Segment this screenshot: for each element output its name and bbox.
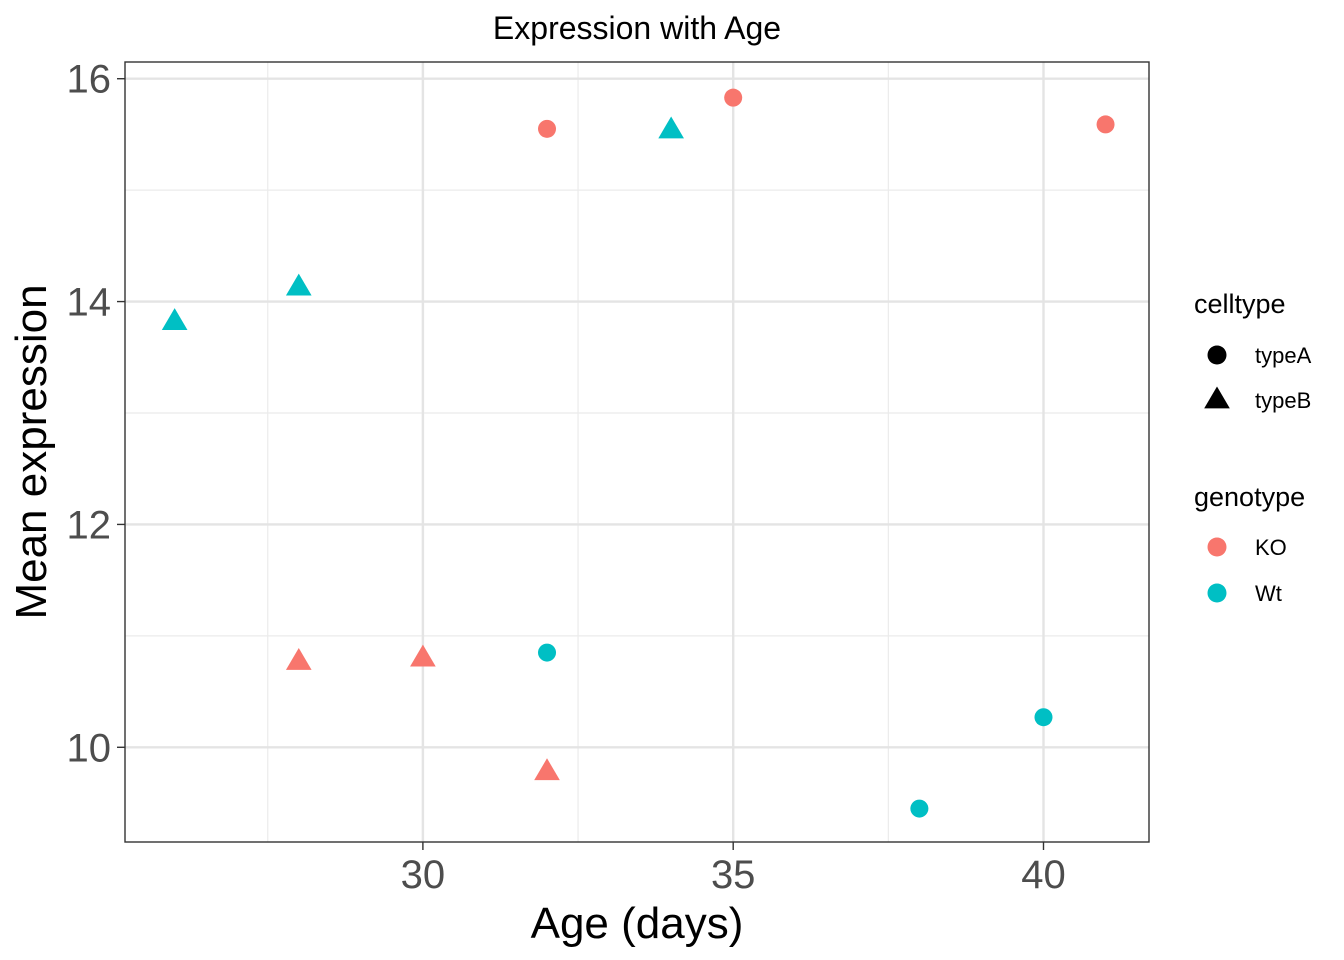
legend-key-wt (1207, 583, 1227, 603)
y-axis-tick-labels: 10 12 14 16 (67, 58, 112, 771)
data-point-ko-typeb (410, 644, 436, 667)
data-point-wt-typea (910, 799, 929, 818)
legend-label-typeb: typeB (1255, 388, 1311, 413)
y-tick-label: 10 (67, 726, 112, 770)
data-point-wt-typeb (161, 308, 188, 330)
x-tick-label: 30 (401, 853, 446, 897)
x-tick-label: 40 (1021, 853, 1066, 897)
legend-key-ko (1207, 537, 1227, 557)
y-tick-label: 16 (67, 58, 112, 102)
data-point-wt-typeb (658, 116, 684, 139)
data-point-wt-typea (1034, 708, 1053, 727)
data-point-ko-typea (1096, 115, 1115, 134)
legend-label-ko: KO (1255, 535, 1287, 560)
x-axis-tick-labels: 30 35 40 (401, 853, 1066, 897)
data-point-wt-typea (538, 643, 557, 662)
axis-ticks (117, 78, 1045, 850)
data-point-ko-typea (538, 119, 557, 138)
plot-panel (125, 62, 1149, 842)
y-tick-label: 12 (67, 503, 112, 547)
plot-panel-border (124, 61, 1150, 843)
y-tick-label: 14 (67, 281, 112, 325)
legend-key-typeb (1204, 386, 1230, 409)
legend-label-wt: Wt (1255, 581, 1282, 606)
chart-title: Expression with Age (493, 10, 781, 46)
data-point-wt-typeb (285, 273, 312, 296)
data-point-ko-typeb (285, 647, 312, 670)
legend-title-genotype: genotype (1194, 482, 1305, 512)
data-point-ko-typea (724, 88, 743, 107)
minor-gridlines (125, 62, 1149, 842)
legend-title-celltype: celltype (1194, 289, 1286, 319)
y-axis-title: Mean expression (7, 284, 56, 619)
legend-label-typea: typeA (1255, 343, 1312, 368)
legend-key-typea (1207, 345, 1227, 365)
x-axis-title: Age (days) (531, 899, 744, 948)
data-points (161, 88, 1115, 818)
legend: celltype typeA typeB genotype KO Wt (1194, 289, 1312, 606)
data-point-ko-typeb (534, 758, 560, 781)
x-tick-label: 35 (711, 853, 756, 897)
